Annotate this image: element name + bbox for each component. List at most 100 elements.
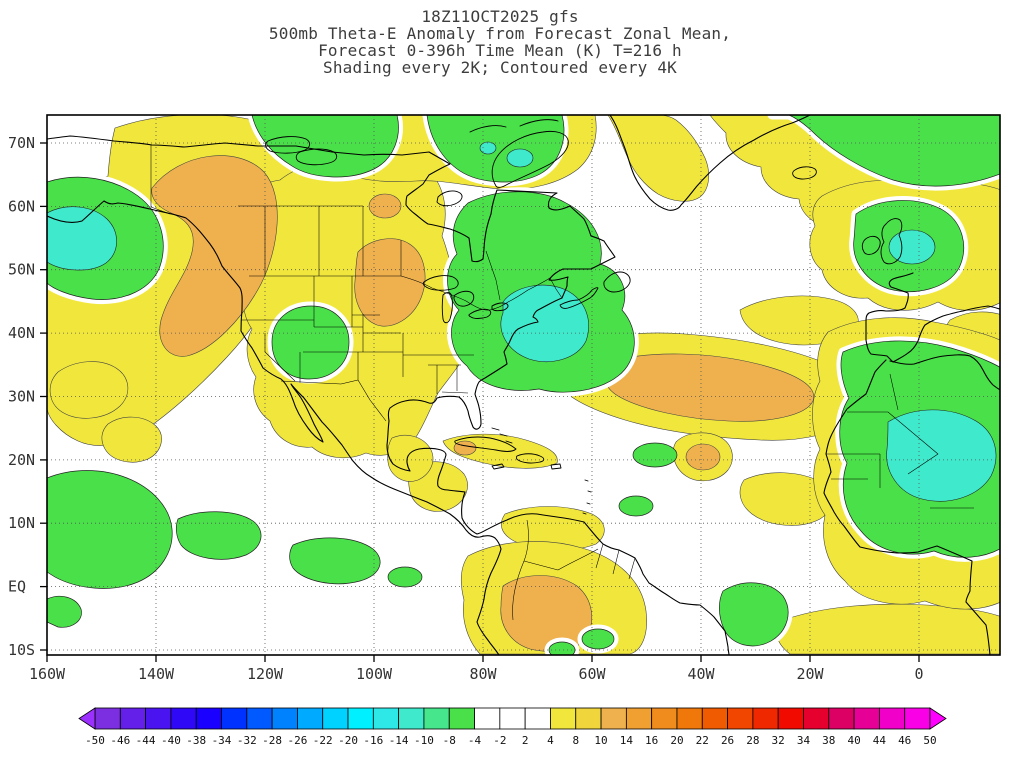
lon-tick-label: 0 xyxy=(914,665,923,683)
colorbar-segment xyxy=(398,707,425,730)
africa-borders xyxy=(826,373,974,509)
colorbar-tick-label: -4 xyxy=(468,734,482,747)
shading-yellow-mexico-connector xyxy=(387,435,434,482)
colorbar-segment xyxy=(195,707,222,730)
colorbar-tick-label: 22 xyxy=(696,734,709,747)
island-jamaica xyxy=(491,463,505,470)
colorbar-tick-label: -2 xyxy=(493,734,506,747)
colorbar-tick-label: -16 xyxy=(363,734,383,747)
shading-orange-atlantic-core xyxy=(603,353,815,422)
colorbar-segment xyxy=(676,707,703,730)
island-baffin xyxy=(491,130,569,188)
coastlines xyxy=(47,115,1000,655)
shading-orange-saskatchewan-spot xyxy=(368,193,402,219)
island-southampton xyxy=(436,190,463,207)
colorbar-tick-label: -8 xyxy=(443,734,456,747)
coastline-newfoundland xyxy=(603,271,631,293)
colorbar-arrow-left xyxy=(78,707,96,730)
colorbar-tick-label: -10 xyxy=(414,734,434,747)
colorbar-segment xyxy=(777,707,804,730)
shading-cyan-foxe-basin-a xyxy=(506,148,534,168)
lat-tick-label: 60N xyxy=(8,197,35,215)
colorbar-segment xyxy=(448,707,475,730)
shading-cyan-uk-core xyxy=(888,229,936,265)
colorbar-segment xyxy=(878,707,906,730)
shading-green-brazil-a xyxy=(581,628,615,650)
shading-yellow-bottom-right-band xyxy=(776,603,1000,655)
colorbar-tick-label: -32 xyxy=(237,734,257,747)
shading-green-bottom-left xyxy=(47,595,82,628)
colorbar-tick-label: 10 xyxy=(594,734,607,747)
lat-tick-label: 30N xyxy=(8,388,35,406)
lon-tick-label: 20W xyxy=(796,665,824,683)
colorbar-tick-label: 28 xyxy=(746,734,759,747)
south-america-borders xyxy=(512,519,636,621)
lon-tick-label: 80W xyxy=(469,665,497,683)
colorbar-segment xyxy=(145,707,172,730)
colorbar-tick-label: -38 xyxy=(186,734,206,747)
colorbar-tick-label: 34 xyxy=(797,734,811,747)
colorbar-tick-label: -50 xyxy=(85,734,105,747)
lat-tick-label: EQ xyxy=(8,578,26,596)
colorbar-tick-label: 44 xyxy=(873,734,887,747)
colorbar-segment xyxy=(524,707,551,730)
island-cuba xyxy=(454,436,517,452)
colorbar-segment xyxy=(752,707,779,730)
colorbar-segment xyxy=(625,707,653,730)
shading-orange-eddy-core xyxy=(685,443,721,471)
colorbar-segment xyxy=(853,707,880,730)
lat-tick-label: 70N xyxy=(8,134,35,152)
title-line-3: Forecast 0-396h Time Mean (K) T=216 h xyxy=(318,41,682,60)
shading-yellow-west-greenland xyxy=(607,115,709,202)
lon-tick-label: 100W xyxy=(356,665,393,683)
island-great-britain xyxy=(880,218,903,265)
colorbar: -50 -46 -44 -40 -38 -34 -32 -28 -26 -22 -20 -16 -14-… xyxy=(78,707,947,747)
map-interior xyxy=(47,115,1000,655)
shading-yellow-ne-pacific-streak-b xyxy=(101,416,162,463)
colorbar-tick-label: -14 xyxy=(389,734,409,747)
colorbar-segment xyxy=(94,707,121,730)
anomaly-shading xyxy=(47,115,1000,655)
colorbar-tick-label: -40 xyxy=(161,734,181,747)
title-line-4: Shading every 2K; Contoured every 4K xyxy=(323,58,677,77)
island-hispaniola xyxy=(515,453,545,464)
colorbar-segment xyxy=(904,707,931,730)
colorbar-tick-label: 20 xyxy=(670,734,683,747)
colorbar-segment xyxy=(322,707,349,730)
political-borders xyxy=(150,145,974,621)
colorbar-segment xyxy=(221,707,248,730)
islands-high-arctic xyxy=(469,119,559,133)
lake-ontario xyxy=(491,302,509,312)
lake-superior xyxy=(422,275,459,291)
shading-green-great-basin xyxy=(271,305,350,380)
title-line-2: 500mb Theta-E Anomaly from Forecast Zona… xyxy=(268,24,732,43)
colorbar-tick-label: 2 xyxy=(522,734,529,747)
shading-yellow-east-tropical-atlantic xyxy=(739,472,833,526)
coastline-europe xyxy=(865,272,1000,363)
lon-tick-label: 120W xyxy=(247,665,284,683)
coastline-greenland xyxy=(609,115,811,211)
coastline-north-africa-med xyxy=(889,354,1000,391)
coastline-na-atlantic-arctic xyxy=(47,135,616,493)
colorbar-segment xyxy=(347,707,374,730)
chart-title-block: 18Z11OCT2025 gfs 500mb Theta-E Anomaly f… xyxy=(0,8,1000,76)
shading-orange-plains-core xyxy=(354,238,426,327)
colorbar-segment xyxy=(423,707,450,730)
colorbar-segment xyxy=(550,707,577,730)
colorbar-segment xyxy=(170,707,197,730)
colorbar-segment xyxy=(271,707,298,730)
island-puerto-rico xyxy=(550,463,562,470)
shading-cyan-gulf-alaska-core xyxy=(47,206,117,271)
colorbar-segment xyxy=(499,707,526,730)
colorbar-segment xyxy=(246,707,273,730)
colorbar-tick-label: 46 xyxy=(898,734,911,747)
colorbar-tick-label: -46 xyxy=(110,734,130,747)
shading-green-mid-atlantic-b xyxy=(618,495,654,517)
island-banks xyxy=(265,136,311,154)
colorbar-segment xyxy=(803,707,830,730)
shading-green-itcz-mid-a xyxy=(175,511,262,560)
colorbar-segment xyxy=(372,707,400,730)
axis-labels: 70N 60N 50N 40N 30N 20N 10N EQ 10S 160W 140W 120W 10… xyxy=(8,134,924,683)
colorbar-segment xyxy=(727,707,754,730)
colorbar-segment xyxy=(119,707,147,730)
